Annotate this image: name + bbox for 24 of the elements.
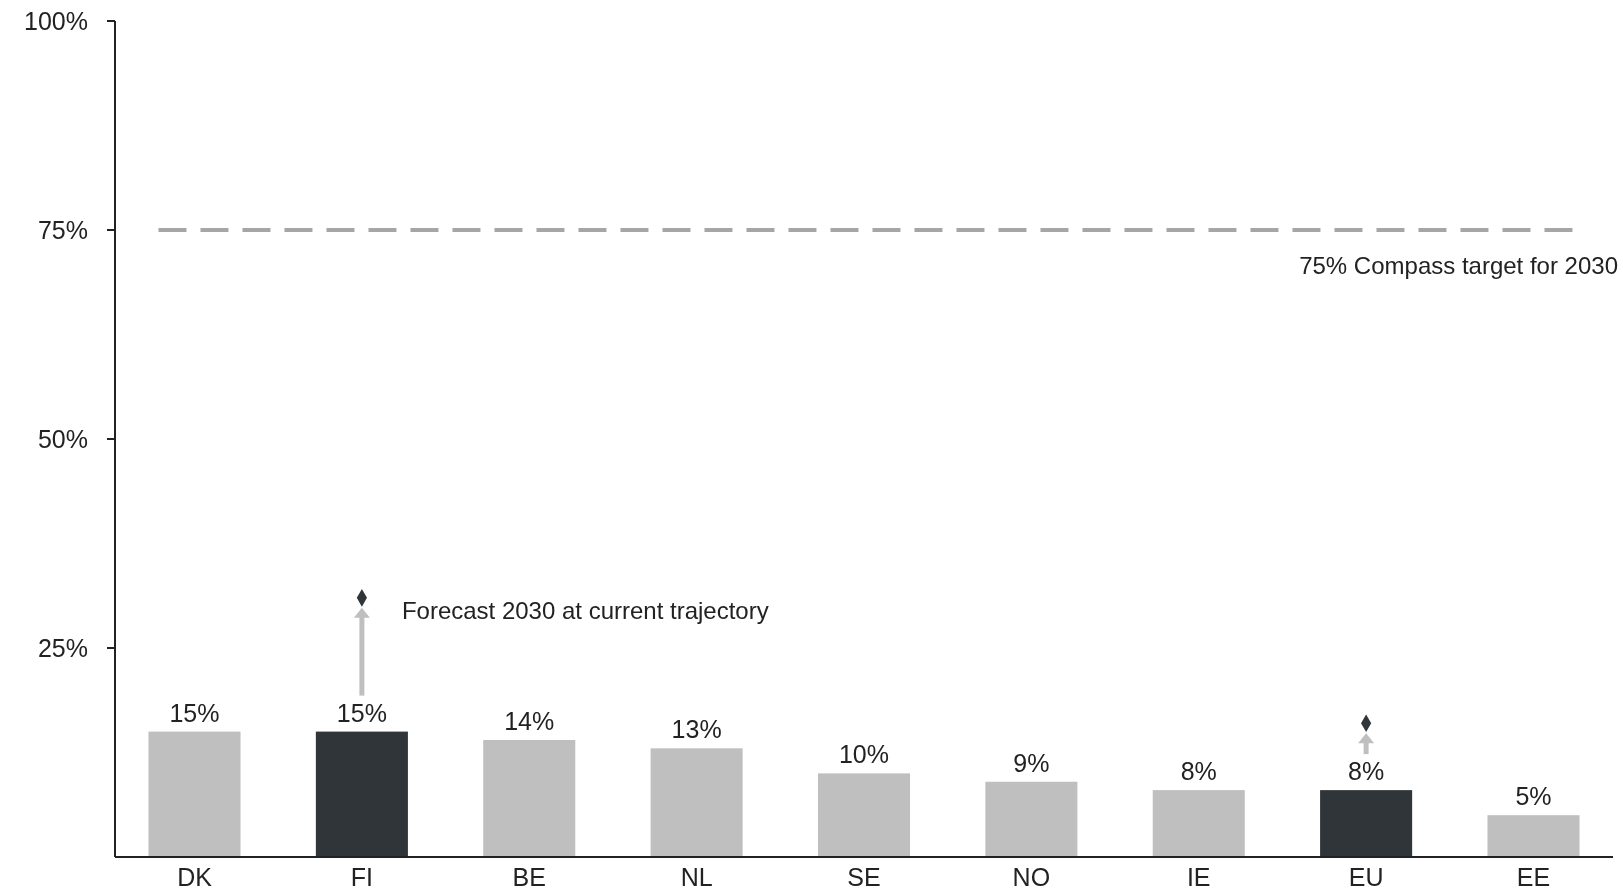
ref-line-label: 75% Compass target for 2030 xyxy=(1299,252,1618,279)
data-label: 9% xyxy=(1013,748,1050,777)
x-tick-label: DK xyxy=(177,863,213,891)
data-label: 15% xyxy=(169,698,220,727)
y-tick-label: 75% xyxy=(37,215,88,244)
x-tick-label: FI xyxy=(350,863,373,891)
y-tick-label: 100% xyxy=(24,6,88,35)
series-label: Forecast 2030 at current trajectory xyxy=(401,596,769,624)
x-tick-label: EE xyxy=(1516,863,1551,891)
data-label: 10% xyxy=(838,740,890,769)
data-label: 5% xyxy=(1515,782,1552,811)
x-tick-label: BE xyxy=(512,863,546,891)
y-tick-label: 25% xyxy=(37,633,88,662)
data-label: 8% xyxy=(1180,757,1217,786)
data-label: 15% xyxy=(336,698,387,727)
x-tick-label: NO xyxy=(1012,863,1051,891)
x-tick-label: IE xyxy=(1186,863,1211,891)
y-tick-label: 50% xyxy=(37,424,88,453)
data-label: 8% xyxy=(1348,757,1385,786)
data-label: 13% xyxy=(671,715,722,744)
x-tick-label: NL xyxy=(680,863,713,891)
x-tick-label: EU xyxy=(1348,863,1384,891)
data-label: 14% xyxy=(504,706,555,735)
x-tick-label: SE xyxy=(847,863,881,891)
